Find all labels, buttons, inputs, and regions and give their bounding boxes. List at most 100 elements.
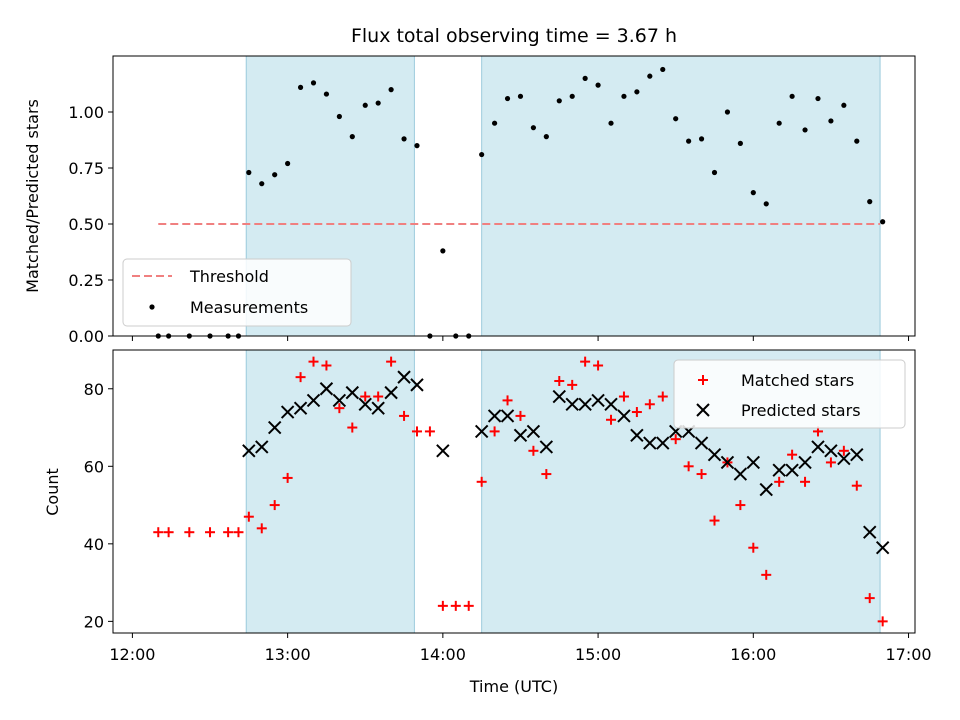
measurement-point bbox=[414, 143, 420, 149]
top-panel: 0.00 0.25 0.50 0.75 1.00 Flux total observin… bbox=[23, 25, 916, 346]
predicted-star-point bbox=[526, 424, 541, 439]
measurement-point bbox=[673, 116, 679, 122]
predicted-star-point bbox=[280, 405, 295, 419]
predicted-star-point bbox=[436, 444, 450, 458]
matched-star-point bbox=[205, 527, 216, 538]
measurements-series bbox=[155, 66, 886, 339]
matched-star-point bbox=[618, 391, 629, 402]
measurement-point bbox=[479, 151, 485, 158]
measurement-point bbox=[698, 136, 705, 142]
x-tick-label: 12:00 bbox=[109, 645, 155, 664]
predicted-star-point bbox=[500, 409, 515, 423]
y-tick-label: 80 bbox=[84, 380, 104, 399]
predicted-star-point bbox=[358, 397, 372, 411]
matched-star-point bbox=[774, 476, 785, 487]
measurement-point bbox=[841, 102, 847, 108]
predicted-star-point bbox=[578, 397, 592, 411]
predicted-star-point bbox=[332, 393, 347, 408]
top-x-ticks bbox=[131, 336, 910, 341]
legend-matched-label: Matched stars bbox=[741, 371, 854, 390]
matched-star-point bbox=[437, 600, 448, 611]
y-tick-label: 60 bbox=[84, 457, 104, 476]
measurement-point bbox=[401, 136, 407, 142]
x-tick-label: 13:00 bbox=[265, 645, 311, 664]
matched-star-point bbox=[631, 407, 642, 418]
matched-stars-series bbox=[153, 356, 888, 627]
matched-star-point bbox=[386, 356, 397, 367]
predicted-star-point bbox=[759, 482, 773, 497]
measurement-point bbox=[802, 127, 808, 133]
measurement-point bbox=[608, 120, 614, 126]
matched-star-point bbox=[644, 399, 655, 410]
matched-star-point bbox=[787, 449, 798, 460]
predicted-star-point bbox=[267, 420, 282, 435]
matched-star-point bbox=[243, 511, 254, 522]
predicted-star-point bbox=[293, 401, 308, 415]
predicted-star-point bbox=[707, 447, 722, 462]
matched-star-point bbox=[163, 527, 174, 538]
predicted-star-point bbox=[242, 444, 256, 458]
measurement-point bbox=[750, 190, 756, 196]
predicted-star-point bbox=[474, 424, 489, 439]
bottom-legend: Matched stars Predicted stars bbox=[673, 359, 906, 429]
predicted-stars-series bbox=[242, 370, 890, 555]
measurement-point bbox=[297, 84, 304, 90]
matched-star-point bbox=[269, 500, 280, 511]
y-tick-label: 20 bbox=[84, 612, 104, 631]
matched-star-point bbox=[800, 476, 811, 487]
measurement-point bbox=[504, 95, 511, 102]
predicted-star-point bbox=[875, 541, 890, 555]
measurement-point bbox=[763, 201, 769, 207]
predicted-star-point bbox=[785, 463, 799, 477]
y-tick-label: 0.00 bbox=[68, 327, 104, 346]
matched-star-point bbox=[748, 542, 759, 553]
matched-star-point bbox=[696, 469, 707, 480]
measurement-point bbox=[828, 118, 834, 124]
measurement-point bbox=[517, 93, 524, 99]
measurement-point bbox=[737, 140, 743, 146]
y-tick-label: 0.75 bbox=[68, 159, 104, 178]
predicted-star-point bbox=[656, 436, 670, 450]
x-tick-label: 14:00 bbox=[420, 645, 466, 664]
matched-star-point bbox=[184, 527, 195, 538]
measurement-point bbox=[660, 66, 666, 73]
predicted-star-point bbox=[397, 370, 411, 384]
measurement-point bbox=[491, 120, 498, 126]
matched-star-point bbox=[233, 527, 244, 538]
predicted-star-point bbox=[513, 428, 528, 442]
measurement-point bbox=[362, 102, 368, 108]
measurement-point bbox=[272, 172, 278, 178]
predicted-star-point bbox=[345, 385, 360, 400]
matched-star-point bbox=[709, 515, 720, 526]
top-y-ticks: 0.00 0.25 0.50 0.75 1.00 bbox=[68, 103, 113, 346]
chart-title: Flux total observing time = 3.67 h bbox=[351, 25, 677, 47]
measurement-point bbox=[789, 93, 795, 99]
measurement-point bbox=[246, 169, 252, 176]
bottom-x-ticks: 12:00 13:00 14:00 15:00 16:00 17:00 bbox=[109, 633, 932, 664]
matched-star-point bbox=[683, 461, 694, 472]
bottom-y-axis-label: Count bbox=[43, 468, 62, 516]
predicted-star-point bbox=[410, 378, 424, 392]
matched-star-point bbox=[838, 445, 849, 456]
measurement-point bbox=[880, 219, 886, 225]
predicted-star-point bbox=[630, 428, 644, 442]
measurement-point bbox=[711, 169, 718, 176]
predicted-star-point bbox=[591, 393, 605, 408]
predicted-star-point bbox=[850, 447, 864, 462]
measurement-point bbox=[375, 100, 381, 106]
measurement-point bbox=[543, 134, 549, 140]
measurement-point bbox=[582, 75, 588, 81]
measurement-point bbox=[285, 160, 291, 167]
x-tick-label: 16:00 bbox=[730, 645, 776, 664]
matched-star-point bbox=[541, 469, 552, 480]
predicted-star-point bbox=[720, 455, 735, 470]
measurement-point bbox=[569, 93, 575, 99]
matched-star-point bbox=[411, 426, 422, 437]
matched-star-point bbox=[877, 616, 888, 627]
bottom-legend-box bbox=[673, 359, 906, 429]
y-tick-label: 1.00 bbox=[68, 103, 104, 122]
x-tick-label: 17:00 bbox=[885, 645, 931, 664]
top-plot-frame bbox=[112, 55, 916, 337]
predicted-star-point bbox=[604, 397, 618, 411]
